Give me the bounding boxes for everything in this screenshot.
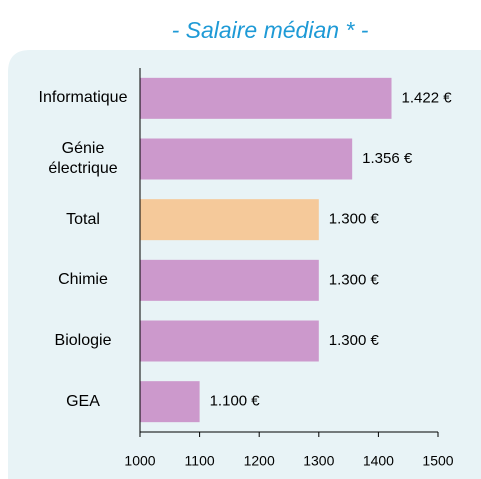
chart-title: - Salaire médian * - bbox=[172, 17, 369, 43]
y-tick-label: Total bbox=[66, 210, 100, 228]
x-tick-label: 1400 bbox=[363, 453, 394, 469]
value-label: 1.300 € bbox=[329, 332, 380, 349]
value-label: 1.100 € bbox=[210, 393, 261, 410]
y-tick-label: GEA bbox=[66, 392, 100, 410]
value-label: 1.300 € bbox=[329, 271, 380, 288]
bar bbox=[140, 77, 392, 119]
bar bbox=[140, 320, 319, 362]
x-tick-label: 1200 bbox=[244, 453, 275, 469]
y-tick-label: Biologie bbox=[54, 332, 112, 349]
y-tick-label: Chimie bbox=[58, 271, 108, 289]
y-tick-label: Génie électrique bbox=[48, 140, 118, 177]
x-tick-label: 1500 bbox=[422, 453, 453, 469]
value-label: 1.356 € bbox=[362, 150, 413, 167]
y-tick-label: Informatique bbox=[38, 89, 128, 107]
bar bbox=[140, 138, 353, 180]
bar bbox=[140, 259, 319, 301]
bar bbox=[140, 199, 319, 241]
x-tick-label: 1000 bbox=[124, 453, 155, 469]
bar bbox=[140, 381, 200, 423]
x-tick-label: 1300 bbox=[303, 453, 334, 469]
value-label: 1.422 € bbox=[402, 89, 453, 106]
value-label: 1.300 € bbox=[329, 211, 380, 228]
x-tick-label: 1100 bbox=[185, 453, 215, 469]
